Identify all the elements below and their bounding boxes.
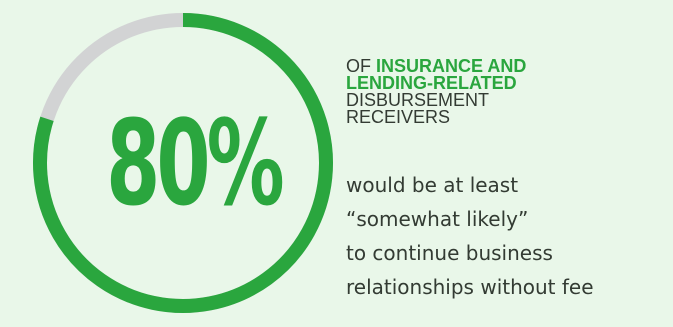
body-line-2: “somewhat likely” [346, 207, 529, 231]
headline-line-1: OF INSURANCE AND [346, 56, 666, 76]
headline-bold-line-2: LENDING-RELATED [346, 73, 517, 93]
headline-bold-line-1: INSURANCE AND [376, 56, 527, 76]
headline-line-3: DISBURSEMENT [346, 90, 490, 110]
headline: OF INSURANCE AND LENDING-RELATED DISBURS… [346, 56, 666, 127]
headline-prefix: OF [346, 56, 371, 76]
body-line-1: would be at least [346, 173, 519, 197]
headline-line-4: RECEIVERS [346, 107, 451, 127]
body-line-4: relationships without fee [346, 275, 594, 299]
percentage-value: 80% [106, 94, 284, 232]
value-slice [33, 13, 333, 313]
body-line-3: to continue business [346, 241, 553, 265]
body-text: would be at least “somewhat likely” to c… [346, 168, 673, 304]
